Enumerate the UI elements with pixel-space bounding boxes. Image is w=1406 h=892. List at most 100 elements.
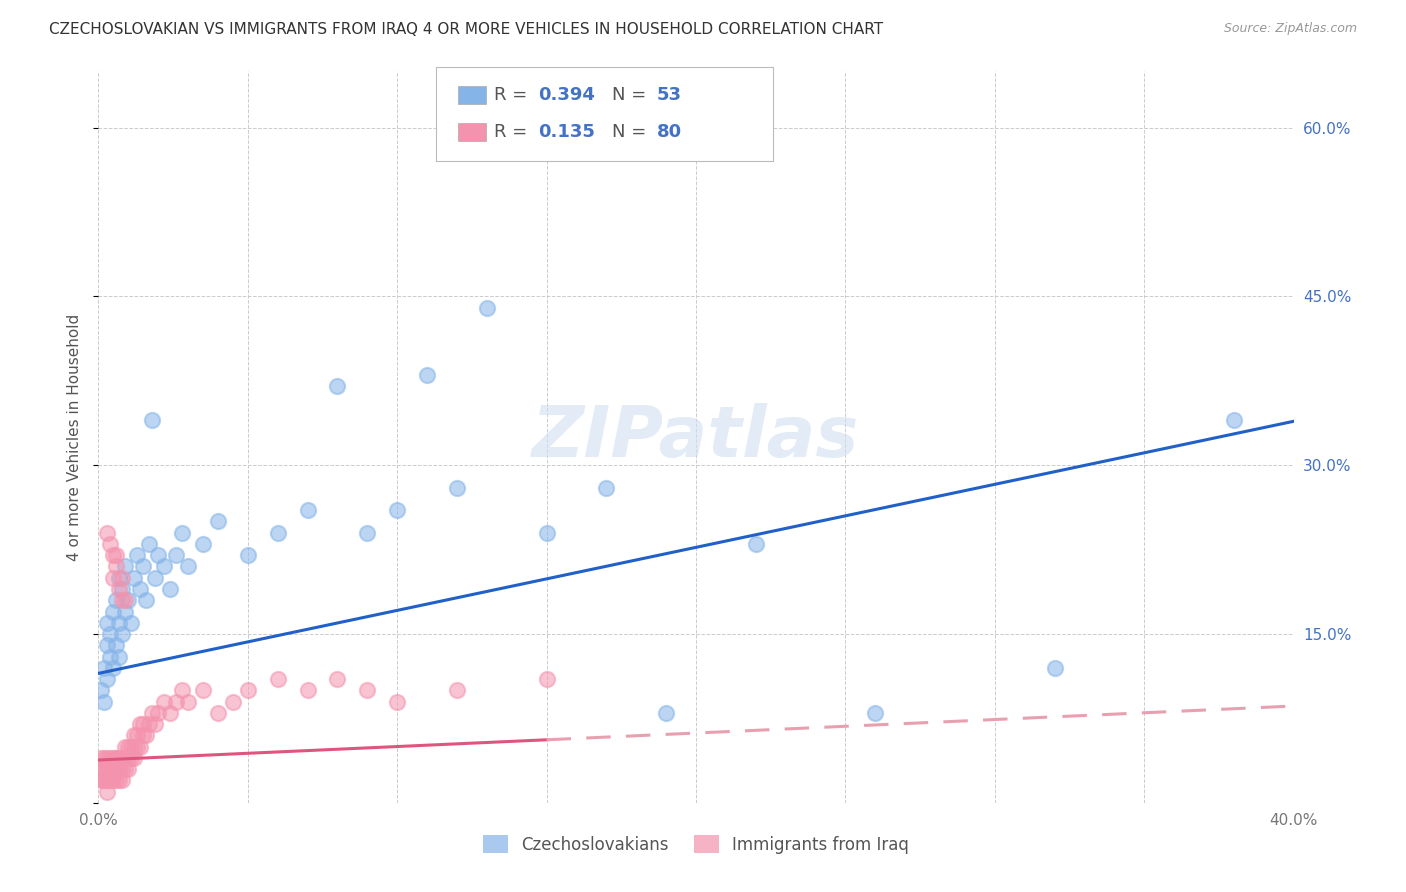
Point (108, 615, 131, 630)
Point (124, 739, 146, 754)
Point (111, 773, 134, 788)
Point (153, 694, 176, 708)
Point (416, 368, 439, 383)
Text: N =: N = (612, 123, 645, 141)
Point (536, 525, 558, 540)
Point (103, 548, 125, 562)
Point (90, 762, 112, 776)
Text: R =: R = (494, 123, 527, 141)
Point (236, 548, 259, 562)
Point (105, 593, 128, 607)
Point (98, 762, 122, 776)
Text: ZIPatlas: ZIPatlas (533, 402, 859, 472)
Point (326, 672, 349, 686)
Text: 0.135: 0.135 (538, 123, 595, 141)
Point (114, 751, 136, 765)
Point (114, 762, 136, 776)
Point (96, 762, 118, 776)
Point (103, 773, 125, 788)
Point (111, 582, 134, 596)
Point (236, 683, 259, 698)
Point (446, 481, 468, 495)
Point (153, 559, 176, 574)
Point (475, 301, 498, 315)
Point (103, 751, 125, 765)
Text: R =: R = (494, 87, 527, 104)
Point (105, 773, 128, 788)
Point (90, 683, 112, 698)
Point (98, 751, 122, 765)
Point (93, 751, 115, 765)
Point (297, 683, 319, 698)
Point (132, 559, 155, 574)
Point (96, 525, 118, 540)
Point (93, 773, 115, 788)
Point (117, 751, 139, 765)
Point (96, 773, 118, 788)
Point (105, 638, 128, 652)
Point (172, 683, 194, 698)
Point (1223, 413, 1246, 427)
Text: 80: 80 (657, 123, 682, 141)
Point (143, 717, 166, 731)
Point (745, 537, 768, 551)
Point (117, 739, 139, 754)
Point (143, 571, 166, 585)
Point (129, 717, 152, 731)
Point (297, 503, 319, 517)
Point (105, 751, 128, 765)
Point (385, 694, 409, 708)
Y-axis label: 4 or more Vehicles in Household: 4 or more Vehicles in Household (67, 313, 83, 561)
Point (103, 571, 125, 585)
Point (207, 706, 229, 720)
Point (108, 649, 131, 664)
Point (96, 784, 118, 798)
Point (177, 559, 200, 574)
Point (108, 773, 131, 788)
Point (93, 762, 115, 776)
Point (114, 739, 136, 754)
Point (105, 751, 128, 765)
Point (96, 762, 118, 776)
Point (124, 751, 146, 765)
Point (90, 751, 112, 765)
Legend: Czechoslovakians, Immigrants from Iraq: Czechoslovakians, Immigrants from Iraq (477, 829, 915, 860)
Point (96, 638, 118, 652)
Point (129, 739, 152, 754)
Point (536, 672, 558, 686)
Point (207, 515, 229, 529)
Point (124, 728, 146, 742)
Point (141, 706, 163, 720)
Point (96, 615, 118, 630)
Point (98, 773, 122, 788)
Point (222, 694, 245, 708)
Point (865, 706, 887, 720)
Point (356, 683, 378, 698)
Text: N =: N = (612, 87, 645, 104)
Point (105, 548, 128, 562)
Point (172, 525, 194, 540)
Point (326, 379, 349, 393)
Point (114, 605, 136, 619)
Text: 53: 53 (657, 87, 682, 104)
Point (446, 683, 468, 698)
Point (103, 605, 125, 619)
Point (98, 649, 122, 664)
Point (191, 537, 214, 551)
Text: 0.394: 0.394 (538, 87, 595, 104)
Point (108, 751, 131, 765)
Point (595, 481, 617, 495)
Point (267, 672, 290, 686)
Point (105, 762, 128, 776)
Point (127, 548, 149, 562)
Point (148, 706, 170, 720)
Point (103, 762, 125, 776)
Point (159, 582, 181, 596)
Point (267, 525, 290, 540)
Point (105, 559, 128, 574)
Point (108, 762, 131, 776)
Point (135, 728, 157, 742)
Point (138, 537, 160, 551)
Point (93, 661, 115, 675)
Point (93, 694, 115, 708)
